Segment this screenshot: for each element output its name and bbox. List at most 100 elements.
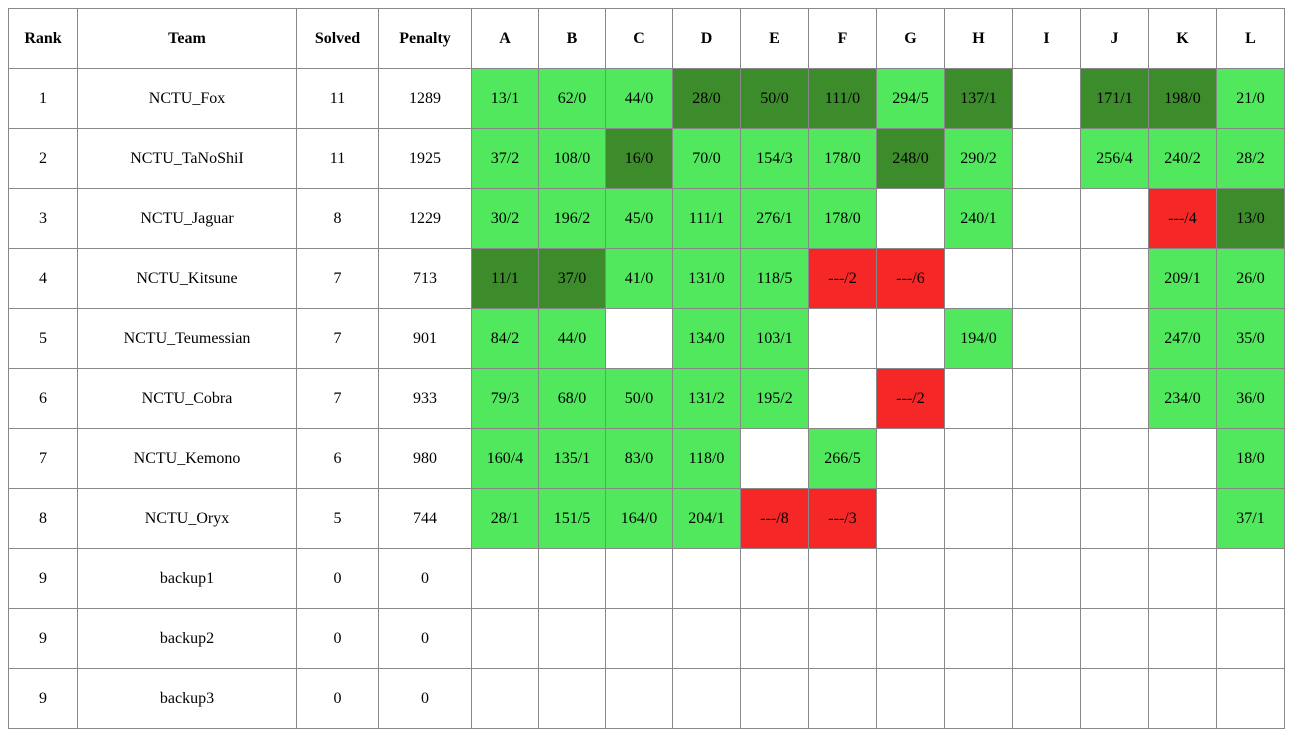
problem-cell-f: 178/0 xyxy=(808,128,877,189)
rank-cell: 9 xyxy=(8,548,78,609)
rank-cell: 2 xyxy=(8,128,78,189)
problem-cell-k: 234/0 xyxy=(1148,368,1217,429)
solved-count-cell: 0 xyxy=(296,548,379,609)
problem-cell-f: 266/5 xyxy=(808,428,877,489)
problem-cell-h: 137/1 xyxy=(944,68,1013,129)
problem-cell-k xyxy=(1148,428,1217,489)
solved-count-cell: 6 xyxy=(296,428,379,489)
solved-count-cell: 0 xyxy=(296,608,379,669)
problem-cell-c: 50/0 xyxy=(605,368,673,429)
problem-cell-k: 247/0 xyxy=(1148,308,1217,369)
problem-cell-a: 37/2 xyxy=(471,128,539,189)
rank-cell: 6 xyxy=(8,368,78,429)
problem-cell-a: 84/2 xyxy=(471,308,539,369)
scoreboard-body: 1 NCTU_Fox 11 1289 13/1 62/0 44/0 28/0 50/0 111/0… xyxy=(8,68,1285,729)
problem-cell-a: 11/1 xyxy=(471,248,539,309)
problem-cell-k: 198/0 xyxy=(1148,68,1217,129)
table-row: 8 NCTU_Oryx 5 744 28/1 151/5 164/0 204/1 ---/8 --… xyxy=(8,488,1285,549)
problem-cell-d xyxy=(672,608,741,669)
problem-cell-b: 196/2 xyxy=(538,188,606,249)
problem-cell-k: ---/4 xyxy=(1148,188,1217,249)
problem-cell-j xyxy=(1080,668,1149,729)
problem-cell-g: ---/2 xyxy=(876,368,945,429)
problem-header-l: L xyxy=(1216,8,1285,69)
problem-cell-h xyxy=(944,368,1013,429)
problem-cell-b xyxy=(538,608,606,669)
problem-cell-l: 21/0 xyxy=(1216,68,1285,129)
team-name-cell: backup3 xyxy=(77,668,297,729)
problem-cell-c: 16/0 xyxy=(605,128,673,189)
problem-cell-k xyxy=(1148,548,1217,609)
team-name-cell: NCTU_TaNoShiI xyxy=(77,128,297,189)
problem-cell-a: 30/2 xyxy=(471,188,539,249)
solved-count-cell: 5 xyxy=(296,488,379,549)
team-name-cell: NCTU_Kemono xyxy=(77,428,297,489)
problem-cell-a: 13/1 xyxy=(471,68,539,129)
problem-cell-a xyxy=(471,548,539,609)
problem-cell-e: ---/8 xyxy=(740,488,809,549)
problem-cell-c: 164/0 xyxy=(605,488,673,549)
problem-cell-l xyxy=(1216,668,1285,729)
problem-cell-h: 240/1 xyxy=(944,188,1013,249)
penalty-cell: 933 xyxy=(378,368,472,429)
solved-header: Solved xyxy=(296,8,379,69)
team-name-cell: NCTU_Jaguar xyxy=(77,188,297,249)
problem-cell-g: 294/5 xyxy=(876,68,945,129)
problem-cell-f xyxy=(808,608,877,669)
rank-cell: 8 xyxy=(8,488,78,549)
problem-cell-k: 240/2 xyxy=(1148,128,1217,189)
problem-cell-j: 256/4 xyxy=(1080,128,1149,189)
problem-header-g: G xyxy=(876,8,945,69)
table-row: 4 NCTU_Kitsune 7 713 11/1 37/0 41/0 131/0 118/5-… xyxy=(8,248,1285,309)
problem-cell-j xyxy=(1080,608,1149,669)
solved-count-cell: 7 xyxy=(296,308,379,369)
solved-count-cell: 7 xyxy=(296,368,379,429)
problem-cell-h xyxy=(944,428,1013,489)
rank-cell: 5 xyxy=(8,308,78,369)
problem-cell-b: 135/1 xyxy=(538,428,606,489)
solved-count-cell: 11 xyxy=(296,68,379,129)
problem-cell-d: 28/0 xyxy=(672,68,741,129)
problem-cell-c: 83/0 xyxy=(605,428,673,489)
problem-cell-i xyxy=(1012,368,1081,429)
problem-cell-e: 103/1 xyxy=(740,308,809,369)
problem-cell-i xyxy=(1012,488,1081,549)
problem-cell-i xyxy=(1012,608,1081,669)
problem-cell-d: 118/0 xyxy=(672,428,741,489)
problem-cell-l: 18/0 xyxy=(1216,428,1285,489)
problem-cell-d: 204/1 xyxy=(672,488,741,549)
problem-cell-g: ---/6 xyxy=(876,248,945,309)
problem-cell-i xyxy=(1012,668,1081,729)
rank-cell: 7 xyxy=(8,428,78,489)
problem-header-j: J xyxy=(1080,8,1149,69)
problem-cell-b: 44/0 xyxy=(538,308,606,369)
solved-count-cell: 11 xyxy=(296,128,379,189)
table-row: 3 NCTU_Jaguar 8 1229 30/2 196/2 45/0 111/1 276/1… xyxy=(8,188,1285,249)
problem-cell-j: 171/1 xyxy=(1080,68,1149,129)
problem-cell-e xyxy=(740,668,809,729)
table-row: 1 NCTU_Fox 11 1289 13/1 62/0 44/0 28/0 50/0 111/0… xyxy=(8,68,1285,129)
problem-cell-j xyxy=(1080,428,1149,489)
problem-header-b: B xyxy=(538,8,606,69)
rank-header: Rank xyxy=(8,8,78,69)
problem-cell-g xyxy=(876,428,945,489)
penalty-cell: 980 xyxy=(378,428,472,489)
problem-cell-d xyxy=(672,548,741,609)
problem-cell-i xyxy=(1012,68,1081,129)
problem-cell-g xyxy=(876,188,945,249)
problem-cell-e: 195/2 xyxy=(740,368,809,429)
problem-cell-b: 108/0 xyxy=(538,128,606,189)
problem-cell-a: 28/1 xyxy=(471,488,539,549)
team-name-cell: backup1 xyxy=(77,548,297,609)
problem-cell-j xyxy=(1080,188,1149,249)
problem-header-f: F xyxy=(808,8,877,69)
problem-cell-c xyxy=(605,668,673,729)
penalty-cell: 0 xyxy=(378,548,472,609)
problem-cell-k: 209/1 xyxy=(1148,248,1217,309)
table-row: 5 NCTU_Teumessian 7 901 84/2 44/0 134/0 103/1 19… xyxy=(8,308,1285,369)
problem-cell-i xyxy=(1012,188,1081,249)
penalty-cell: 901 xyxy=(378,308,472,369)
problem-cell-d: 131/2 xyxy=(672,368,741,429)
problem-cell-j xyxy=(1080,308,1149,369)
problem-cell-f: ---/2 xyxy=(808,248,877,309)
